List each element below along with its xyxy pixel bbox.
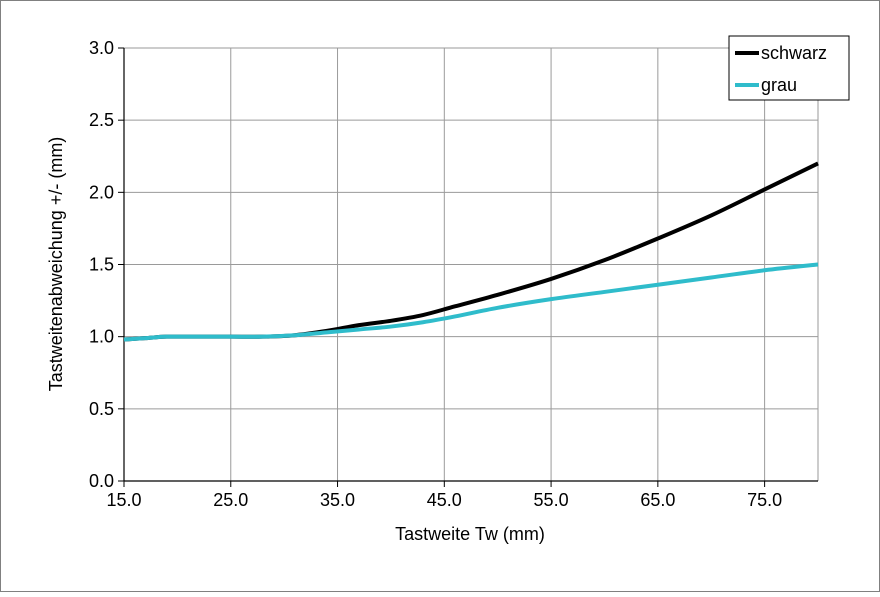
tick-labels: 15.0 25.0 35.0 45.0 55.0 65.0 75.0 0.0 0.5 1.0 1.5… (89, 38, 782, 510)
y-tick-label: 3.0 (89, 38, 114, 58)
y-tick-label: 1.5 (89, 255, 114, 275)
y-tick-label: 2.0 (89, 182, 114, 202)
x-tick-label: 75.0 (747, 490, 782, 510)
legend-label-schwarz: schwarz (761, 43, 827, 63)
legend-label-grau: grau (761, 75, 797, 95)
series-lines (123, 161, 819, 342)
x-tick-label: 45.0 (427, 490, 462, 510)
y-axis-title: Tastweitenabweichung +/- (mm) (46, 137, 66, 392)
legend-box (728, 35, 850, 101)
legend: schwarz grau (728, 35, 850, 101)
y-tick-label: 0.0 (89, 471, 114, 491)
x-axis-title: Tastweite Tw (mm) (395, 524, 545, 544)
series-line-grau (123, 262, 819, 342)
y-tick-label: 2.5 (89, 110, 114, 130)
y-tick-label: 0.5 (89, 399, 114, 419)
y-tick-label: 1.0 (89, 327, 114, 347)
axes (118, 47, 818, 487)
x-tick-label: 65.0 (640, 490, 675, 510)
x-tick-label: 35.0 (320, 490, 355, 510)
x-tick-label: 55.0 (534, 490, 569, 510)
x-tick-label: 15.0 (106, 490, 141, 510)
x-tick-label: 25.0 (213, 490, 248, 510)
